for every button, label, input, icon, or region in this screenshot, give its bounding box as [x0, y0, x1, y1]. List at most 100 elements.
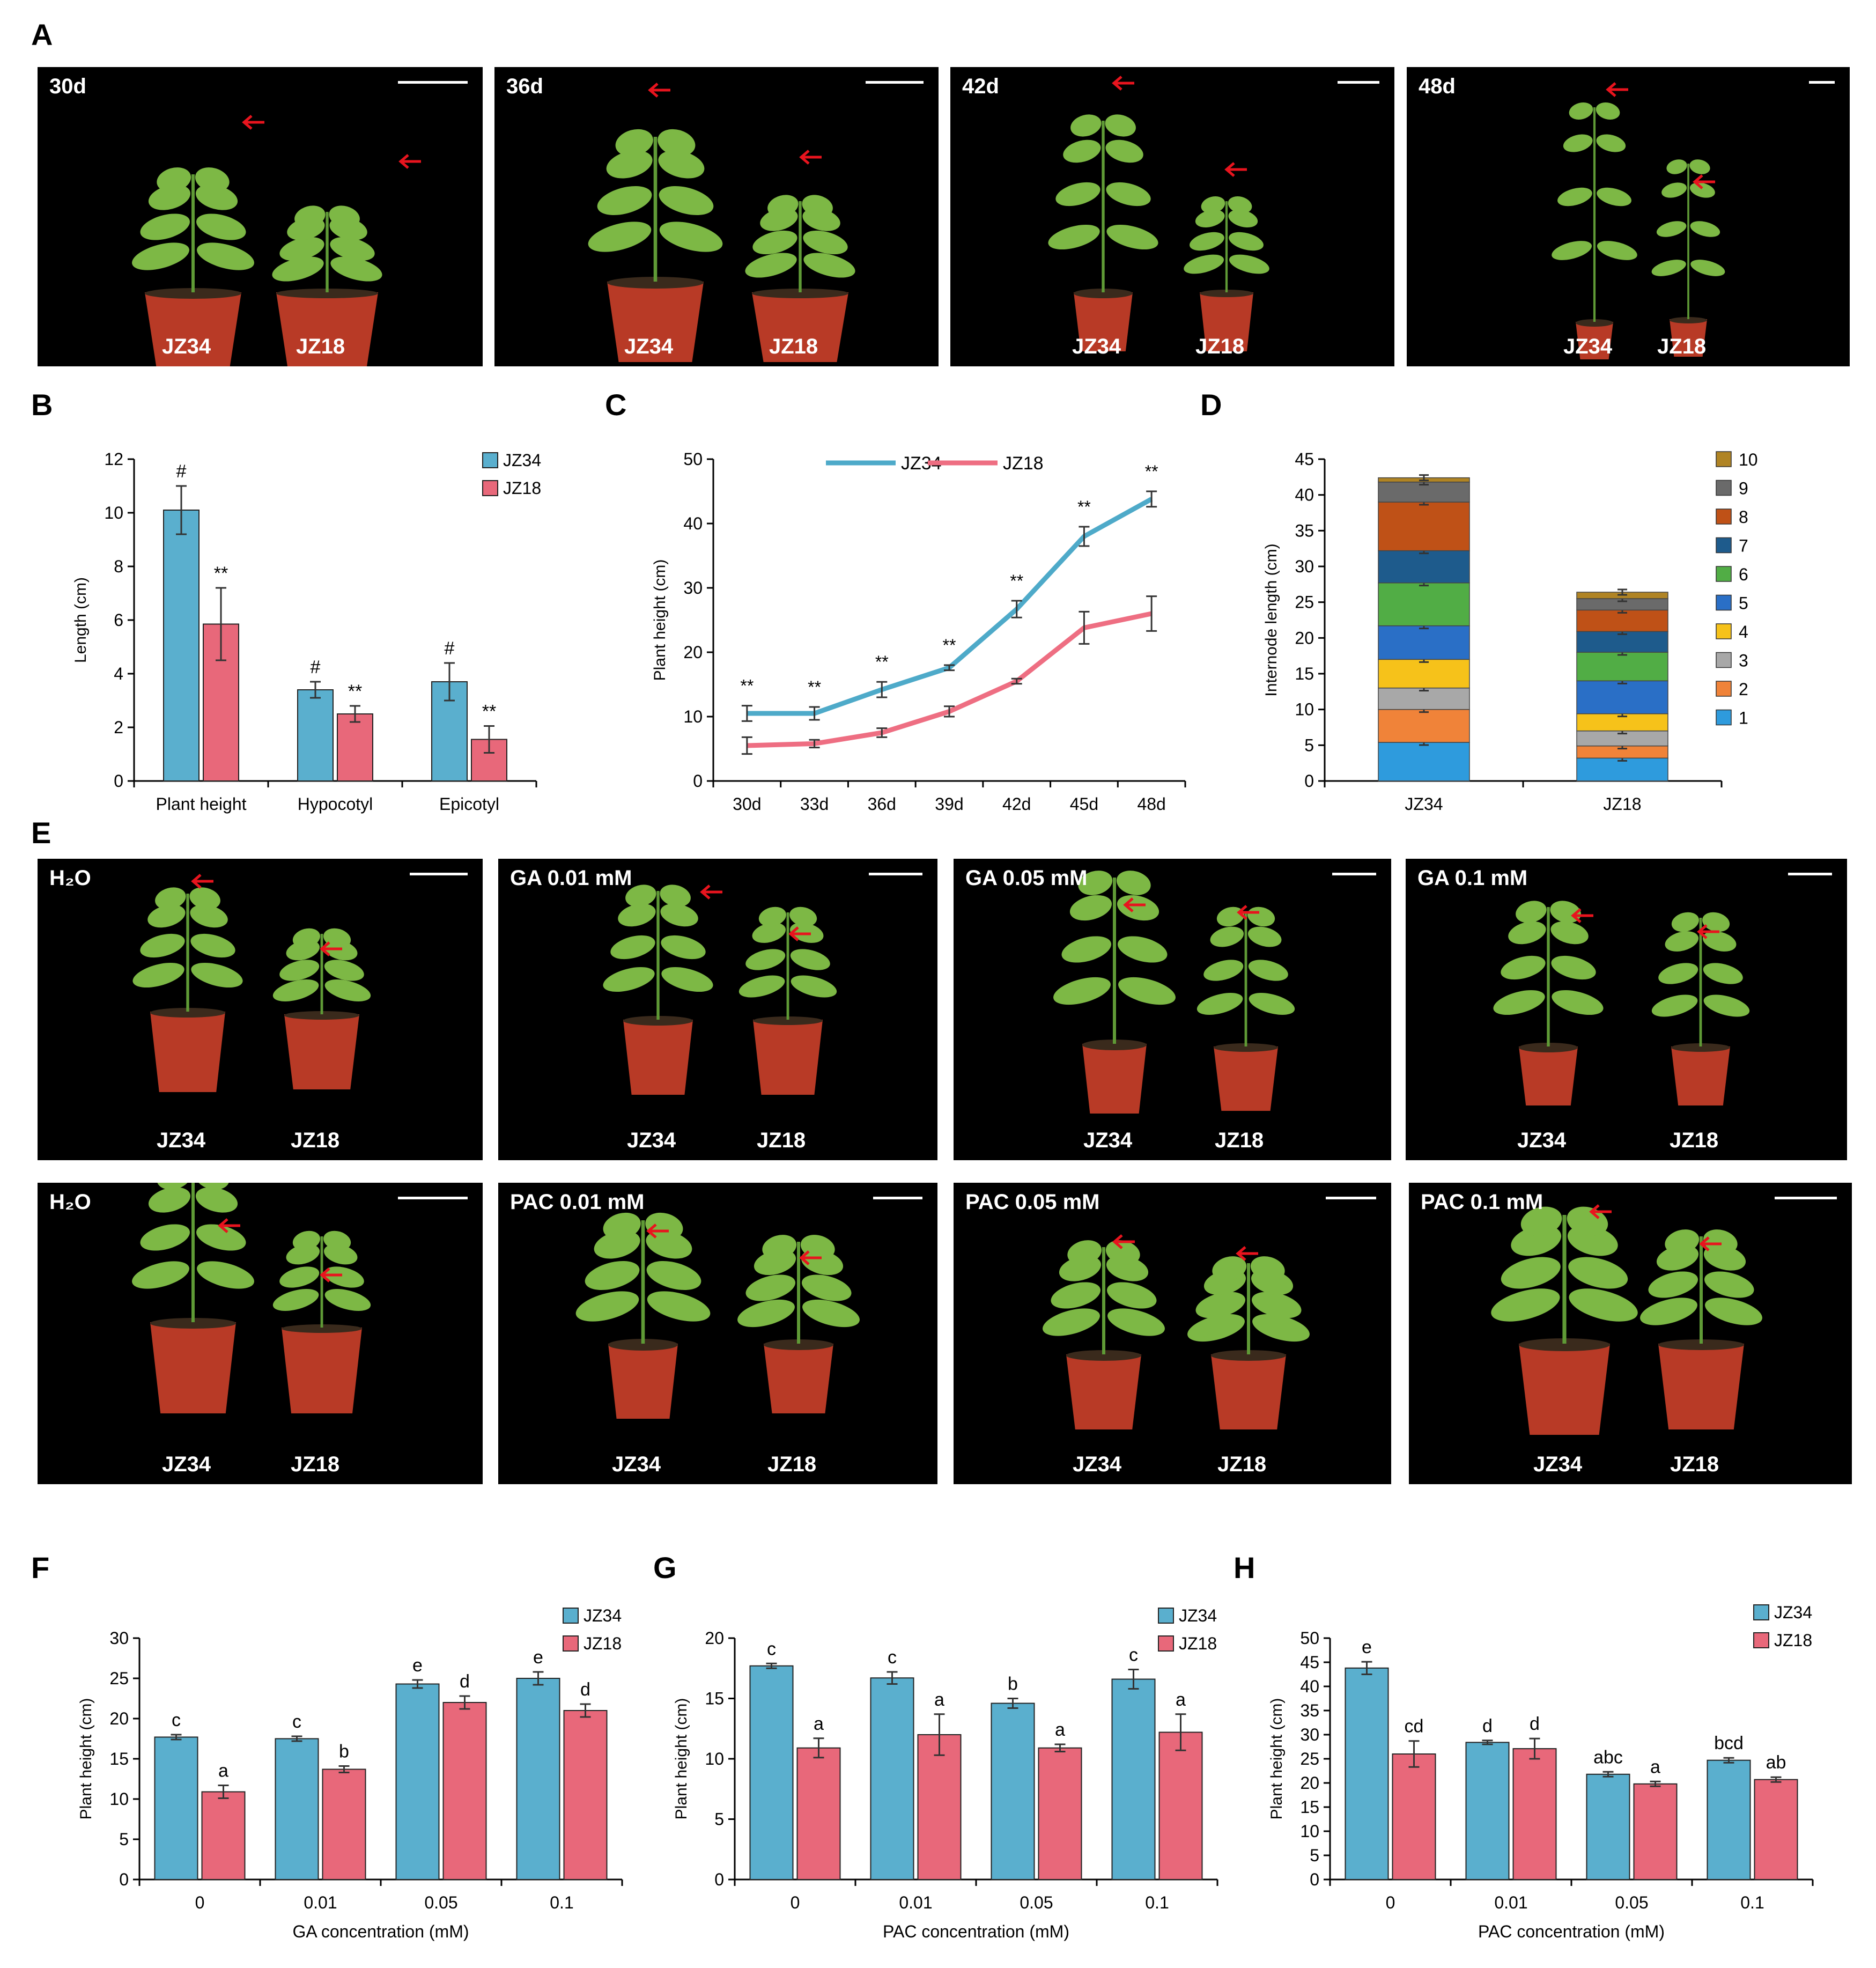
y-tick-label: 12: [104, 449, 123, 469]
bar-jz18: [337, 713, 373, 782]
panel-letter-b: B: [31, 388, 53, 422]
photo-label: GA 0.1 mM: [1417, 866, 1528, 890]
y-tick-label: 45: [1295, 449, 1314, 469]
legend-swatch-jz18: [563, 1635, 579, 1652]
y-tick-label: 4: [114, 664, 123, 683]
stack-segment-5: [1378, 625, 1470, 660]
x-tick-label: 33d: [800, 794, 829, 814]
significance-label: #: [176, 461, 187, 482]
x-tick-label: 30d: [733, 794, 761, 814]
scale-bar: [1775, 1197, 1837, 1199]
stack-segment-8: [1378, 502, 1470, 551]
y-tick-label: 0: [119, 1870, 129, 1889]
stack-segment-3: [1378, 687, 1470, 710]
scale-bar: [866, 81, 924, 84]
stack-segment-1: [1378, 742, 1470, 782]
panel-letter-d: D: [1200, 388, 1222, 422]
genotype-label-right: JZ18: [291, 1129, 340, 1152]
x-tick-label: 0.05: [1615, 1893, 1648, 1912]
y-tick-label: 15: [705, 1689, 724, 1708]
legend-label: JZ34: [503, 451, 541, 470]
significance-label: **: [1077, 497, 1091, 517]
x-axis-label: PAC concentration (mM): [883, 1922, 1069, 1941]
scale-bar: [398, 1197, 468, 1199]
significance-label: abc: [1593, 1747, 1623, 1767]
genotype-label-left: JZ34: [1517, 1129, 1567, 1152]
photo-panel-e-top-4: GA 0.1 mM JZ34 JZ18: [1406, 859, 1847, 1160]
y-tick-label: 10: [705, 1749, 724, 1768]
genotype-label-right: JZ18: [1195, 335, 1245, 358]
y-tick-label: 10: [104, 503, 123, 522]
bar-jz18: [201, 1791, 246, 1880]
photo-panel-a-4: 48d JZ34 JZ18: [1407, 67, 1850, 366]
x-tick-label: 0: [791, 1893, 800, 1912]
genotype-label-right: JZ18: [1657, 335, 1707, 358]
bar-jz34: [870, 1677, 914, 1880]
legend-swatch-jz34: [482, 452, 498, 468]
legend-label: 8: [1739, 507, 1748, 527]
x-tick-label: Hypocotyl: [298, 794, 373, 814]
legend-swatch-6: [1716, 566, 1732, 582]
genotype-label-left: JZ34: [624, 335, 674, 358]
stack-segment-6: [1576, 652, 1668, 682]
stack-segment-7: [1378, 550, 1470, 584]
legend-swatch-4: [1716, 623, 1732, 639]
legend-label: JZ18: [584, 1634, 622, 1653]
legend-label: JZ34: [1179, 1606, 1217, 1625]
y-tick-label: 10: [1295, 700, 1314, 719]
significance-label: a: [1650, 1757, 1660, 1777]
bar-jz34: [516, 1678, 560, 1880]
genotype-label-right: JZ18: [1217, 1453, 1267, 1476]
photo-panel-a-2: 36d JZ34 JZ18: [494, 67, 939, 366]
legend-swatch-2: [1716, 681, 1732, 697]
legend-swatch-jz18: [1753, 1632, 1769, 1648]
x-tick-label: 0.05: [424, 1893, 457, 1912]
x-tick-label: JZ34: [1405, 794, 1443, 814]
y-axis-label: Plant height (cm): [77, 1698, 95, 1820]
photo-label: H₂O: [49, 866, 91, 890]
legend-label: 10: [1739, 450, 1758, 469]
legend-label: 1: [1739, 709, 1748, 728]
photo-label: 42d: [962, 75, 999, 98]
chart-h: 0 5 10 15 20 25 30 35 40 45 50 Plant height (cm) e cd…: [1250, 1588, 1840, 1955]
stack-segment-4: [1378, 659, 1470, 689]
significance-label: d: [580, 1679, 590, 1700]
legend-label: 9: [1739, 479, 1748, 498]
genotype-label-right: JZ18: [296, 335, 345, 358]
y-tick-label: 40: [1300, 1677, 1319, 1696]
scale-bar: [1332, 873, 1376, 875]
scale-bar: [1326, 1197, 1376, 1199]
photo-panel-a-3: 42d JZ34 JZ18: [950, 67, 1394, 366]
significance-label: d: [460, 1671, 470, 1692]
significance-label: c: [1129, 1645, 1138, 1665]
y-axis-label: Plant height (cm): [1268, 1698, 1286, 1820]
bar-jz34: [1707, 1759, 1751, 1881]
bar-jz34: [1586, 1773, 1630, 1880]
y-tick-label: 35: [1295, 521, 1314, 540]
y-tick-label: 20: [683, 643, 703, 662]
significance-label: #: [445, 638, 455, 659]
significance-label: **: [875, 652, 889, 672]
stack-segment-5: [1576, 680, 1668, 714]
chart-svg: 0 5 10 15 20 25 30 Plant height (cm) c a 0 c b 0.01 e d…: [77, 1606, 623, 1941]
significance-label: bcd: [1714, 1733, 1744, 1753]
significance-label: ab: [1766, 1752, 1786, 1773]
legend-swatch-jz34: [563, 1608, 579, 1624]
y-tick-label: 15: [109, 1749, 129, 1768]
genotype-label-left: JZ34: [1563, 335, 1613, 358]
y-tick-label: 5: [1304, 735, 1314, 755]
y-axis-label: Plant height (cm): [673, 1698, 690, 1820]
legend-swatch-8: [1716, 508, 1732, 525]
significance-label: **: [740, 676, 754, 696]
bar-jz18: [1158, 1731, 1203, 1880]
genotype-label-left: JZ34: [627, 1129, 676, 1152]
chart-c: 0 10 20 30 40 50 Plant height (cm) 30d 33d 36d 39d…: [622, 424, 1191, 823]
x-tick-label: 0.1: [1145, 1893, 1169, 1912]
photo-panel-e-top-2: GA 0.01 mM JZ34 JZ18: [498, 859, 937, 1160]
x-tick-label: 0.01: [304, 1893, 337, 1912]
significance-label: cd: [1405, 1716, 1424, 1737]
x-axis-label: GA concentration (mM): [293, 1922, 469, 1941]
legend-label: JZ34: [1774, 1603, 1812, 1622]
scale-bar: [1788, 873, 1832, 875]
bar-jz18: [1512, 1748, 1557, 1880]
